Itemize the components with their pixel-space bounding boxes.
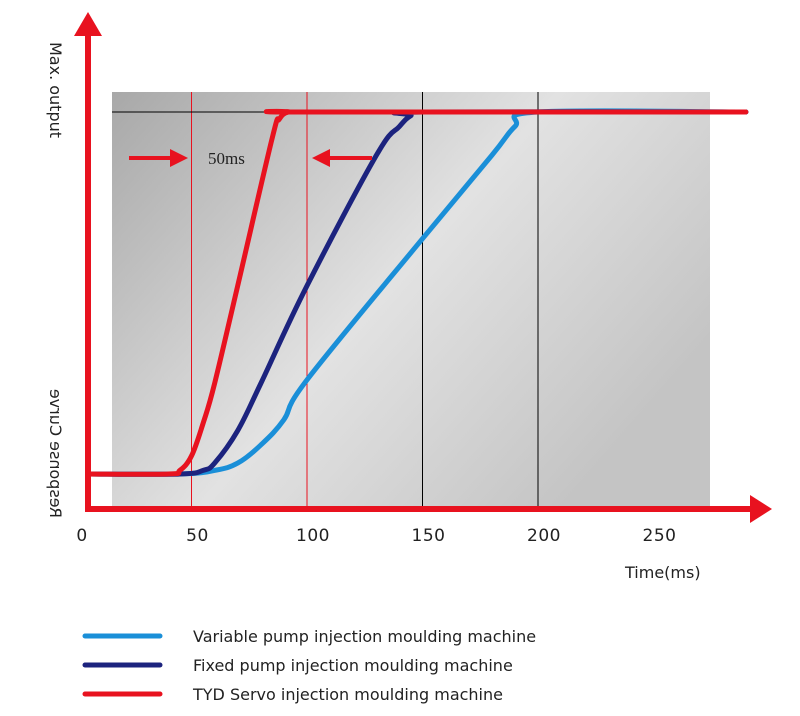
x-tick-label-200: 200 — [527, 526, 561, 546]
x-axis-label: Time(ms) — [624, 563, 701, 582]
left-pointing-arrow-icon — [312, 149, 330, 167]
duration-label: 50ms — [208, 149, 245, 168]
y-axis-label: Response Curve — [46, 389, 65, 518]
x-tick-label-150: 150 — [412, 526, 446, 546]
legend: Variable pump injection moulding machine… — [82, 627, 536, 704]
y-axis-arrow — [74, 12, 102, 36]
variable-pump-curve — [85, 108, 749, 477]
right-pointing-arrow-icon — [170, 149, 188, 167]
legend-label-variable-pump-curve: Variable pump injection moulding machine — [193, 627, 536, 646]
x-tick-label-0: 0 — [76, 526, 87, 546]
y-axis-top-label: Max. output — [46, 42, 65, 138]
x-tick-label-50: 50 — [186, 526, 209, 546]
x-axis-arrow — [750, 495, 772, 523]
plot-background — [112, 92, 710, 506]
tyd-servo-curve — [85, 108, 749, 477]
duration-annotation: 50ms — [129, 149, 372, 168]
legend-label-tyd-servo-curve: TYD Servo injection moulding machine — [192, 685, 503, 704]
x-tick-label-250: 250 — [643, 526, 677, 546]
legend-label-fixed-pump-curve: Fixed pump injection moulding machine — [193, 656, 513, 675]
x-tick-label-100: 100 — [296, 526, 330, 546]
